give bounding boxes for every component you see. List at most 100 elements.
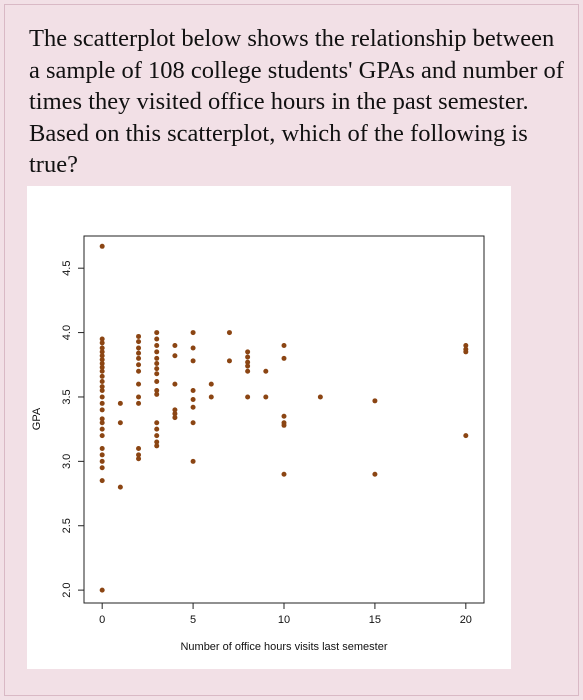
data-point [99,368,105,374]
x-tick-label: 10 [278,614,290,626]
data-point [99,400,105,406]
y-tick-label: 3.5 [61,389,73,404]
data-point [99,465,105,471]
data-point [154,420,160,426]
data-point [226,358,232,364]
data-point [281,422,287,428]
data-point [136,456,142,462]
data-point [154,342,160,348]
data-point [99,407,105,413]
data-point [99,353,105,359]
data-point [372,398,378,404]
data-point [190,397,196,403]
data-point [263,368,269,374]
data-point [136,394,142,400]
data-point [154,391,160,397]
data-point [136,339,142,345]
x-tick-label: 20 [460,614,472,626]
data-point [117,400,123,406]
data-point [190,404,196,410]
data-point [99,452,105,458]
y-axis-label: GPA [31,407,43,430]
x-axis: 0 5 10 15 20 [99,603,472,626]
data-point [136,355,142,361]
data-point [317,394,323,400]
data-point [190,420,196,426]
data-point [190,458,196,464]
data-point [172,415,178,421]
data-point [154,336,160,342]
data-point [281,342,287,348]
data-point [99,364,105,370]
data-point [154,349,160,355]
data-point [99,345,105,351]
data-point [245,394,251,400]
data-point [245,359,251,365]
data-points [99,243,469,593]
data-point [208,381,214,387]
data-point [99,349,105,355]
data-point [190,345,196,351]
data-point [154,366,160,372]
data-point [190,330,196,336]
data-point [372,471,378,477]
data-point [463,349,469,355]
x-axis-label: Number of office hours visits last semes… [180,641,387,653]
data-point [281,355,287,361]
data-point [172,381,178,387]
data-point [281,471,287,477]
y-tick-label: 3.0 [61,454,73,469]
data-point [154,360,160,366]
data-point [154,433,160,439]
data-point [99,445,105,451]
plot-frame [83,235,485,604]
data-point [136,368,142,374]
data-point [154,355,160,361]
data-point [154,439,160,445]
data-point [208,394,214,400]
data-point [245,354,251,360]
data-point [99,420,105,426]
data-point [99,336,105,342]
y-tick-label: 4.5 [61,261,73,276]
data-point [154,443,160,449]
data-point [117,420,123,426]
x-tick-label: 5 [190,614,196,626]
data-point [99,388,105,394]
data-point [99,379,105,385]
data-point [136,362,142,368]
data-point [245,363,251,369]
data-point [154,330,160,336]
data-point [99,340,105,346]
y-axis: 2.0 2.5 3.0 3.5 4.0 4.5 [61,261,84,598]
data-point [172,342,178,348]
data-point [245,349,251,355]
question-panel: The scatterplot below shows the relation… [4,4,579,696]
data-point [136,445,142,451]
data-point [226,330,232,336]
data-point [99,458,105,464]
data-point [172,353,178,359]
data-point [99,373,105,379]
data-point [463,342,469,348]
data-point [99,394,105,400]
scatterplot-card: 0 5 10 15 20 2.0 2.5 3.0 3.5 4.0 4.5 Number of of… [27,186,511,669]
data-point [172,407,178,413]
y-tick-label: 2.0 [61,582,73,597]
data-point [190,358,196,364]
data-point [190,388,196,394]
data-point [99,243,105,249]
data-point [154,388,160,394]
data-point [136,345,142,351]
x-tick-label: 0 [99,614,105,626]
data-point [136,452,142,458]
data-point [136,350,142,356]
data-point [245,368,251,374]
data-point [154,379,160,385]
question-text: The scatterplot below shows the relation… [29,25,564,178]
data-point [99,478,105,484]
data-point [99,426,105,432]
data-point [99,384,105,390]
scatterplot: 0 5 10 15 20 2.0 2.5 3.0 3.5 4.0 4.5 Number of of… [31,235,485,653]
data-point [99,416,105,422]
